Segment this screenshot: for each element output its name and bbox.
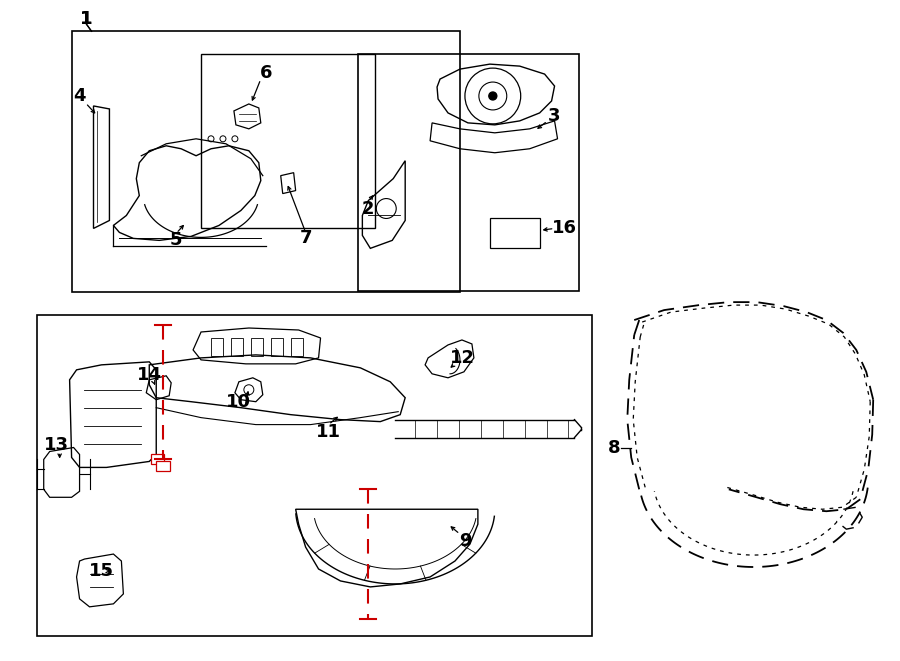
Bar bbox=[358, 54, 580, 291]
Text: 1: 1 bbox=[80, 11, 93, 28]
Text: 12: 12 bbox=[449, 349, 474, 367]
Bar bbox=[251, 338, 263, 356]
Bar bbox=[211, 338, 223, 356]
Bar bbox=[72, 31, 460, 292]
Text: 16: 16 bbox=[552, 219, 577, 237]
Bar bbox=[157, 461, 170, 471]
Bar bbox=[490, 219, 540, 249]
Bar bbox=[271, 338, 283, 356]
Circle shape bbox=[489, 92, 497, 100]
Bar bbox=[291, 338, 302, 356]
Text: 8: 8 bbox=[608, 438, 621, 457]
Text: 6: 6 bbox=[259, 64, 272, 82]
Text: 10: 10 bbox=[227, 393, 251, 410]
Bar bbox=[37, 315, 592, 636]
Bar bbox=[231, 338, 243, 356]
Text: 15: 15 bbox=[89, 562, 114, 580]
Text: 5: 5 bbox=[170, 231, 183, 249]
Text: 14: 14 bbox=[137, 366, 162, 384]
Text: 3: 3 bbox=[548, 107, 561, 125]
Text: 9: 9 bbox=[459, 532, 472, 550]
Text: 11: 11 bbox=[316, 422, 341, 441]
Bar bbox=[151, 455, 164, 465]
Text: 2: 2 bbox=[362, 200, 374, 217]
Bar bbox=[201, 54, 375, 229]
Text: 7: 7 bbox=[300, 229, 312, 247]
Text: 1: 1 bbox=[80, 11, 93, 28]
Text: 4: 4 bbox=[73, 87, 86, 105]
Text: 13: 13 bbox=[44, 436, 69, 453]
